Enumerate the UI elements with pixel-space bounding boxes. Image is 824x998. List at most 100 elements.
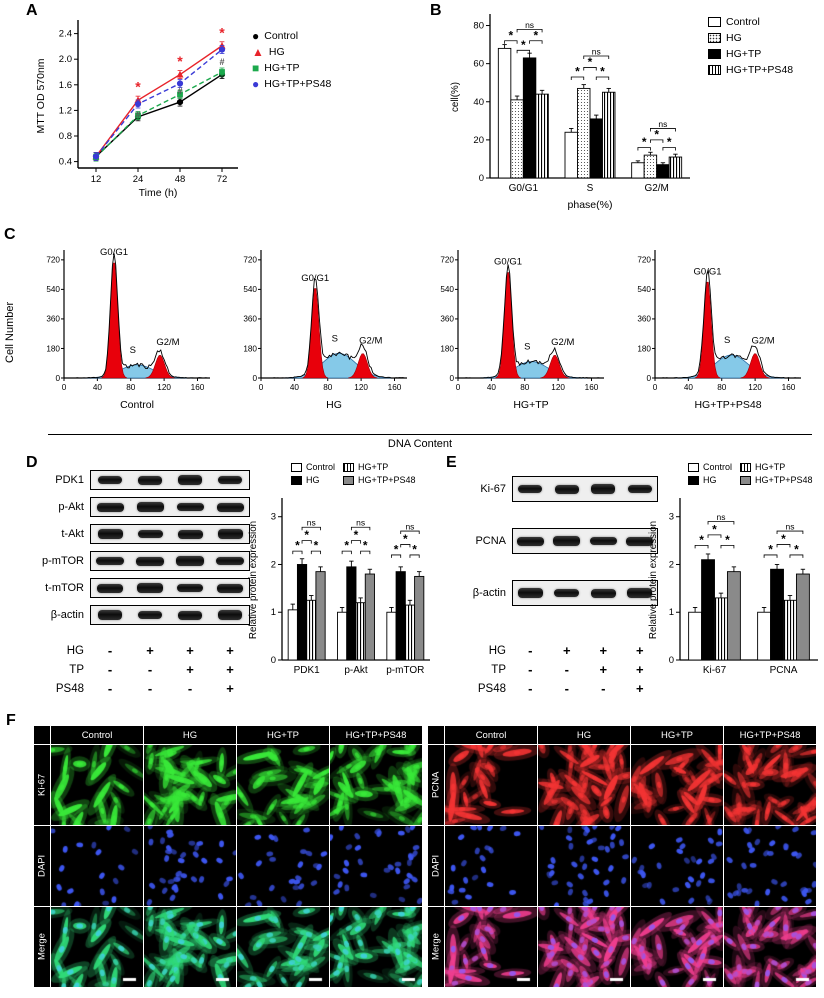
protein-legend-e: Control HG+TP HG HG+TP+PS48 xyxy=(688,462,813,485)
western-blot-e: Ki-67 PCNA β-actin xyxy=(456,476,658,632)
treatment-label: HG xyxy=(66,644,84,657)
treatment-mark: + xyxy=(226,662,234,677)
blot-protein-label: t-mTOR xyxy=(45,582,84,594)
svg-text:540: 540 xyxy=(440,285,454,294)
legend-swatch-white xyxy=(688,462,699,472)
micrograph-DAPI-Control xyxy=(51,826,143,906)
blot-row: PDK1 xyxy=(34,470,250,490)
row-label: Merge xyxy=(428,907,444,987)
blot-protein-label: PCNA xyxy=(475,535,506,547)
svg-text:3: 3 xyxy=(271,512,276,523)
svg-text:G2/M: G2/M xyxy=(359,335,382,346)
svg-text:*: * xyxy=(667,135,672,149)
svg-text:0: 0 xyxy=(259,383,264,392)
svg-text:Ki-67: Ki-67 xyxy=(703,665,727,676)
legend-swatch-black xyxy=(708,49,721,59)
micrograph-DAPI-HG+TP+PS48 xyxy=(724,826,816,906)
legend-swatch-white xyxy=(708,17,721,27)
micrograph-Merge-HG xyxy=(538,907,630,987)
svg-text:1.2: 1.2 xyxy=(59,105,72,116)
svg-text:120: 120 xyxy=(157,383,171,392)
treatment-marks: - + + + xyxy=(512,641,658,660)
legend-swatch-black xyxy=(291,475,302,485)
mtt-line-chart: 0.4 0.8 1.2 1.6 2.0 2.4 12 24 48 72 Time (h) MTT OD… xyxy=(35,20,238,199)
svg-text:*: * xyxy=(403,532,408,546)
blot-band xyxy=(138,475,162,485)
legend-label: Control xyxy=(264,30,299,42)
blot-band xyxy=(216,502,244,512)
svg-text:360: 360 xyxy=(637,315,651,324)
flow-histogram-HG+TP+PS48: 0 180 360 540 720 0 40 80 120 160 G0/G1 S G2/M HG+TP+… xyxy=(637,250,801,411)
svg-text:*: * xyxy=(219,25,225,41)
svg-text:360: 360 xyxy=(46,315,60,324)
blot-band xyxy=(176,556,204,566)
legend-item: HG+TP xyxy=(740,462,813,472)
svg-text:2: 2 xyxy=(271,559,276,570)
panel-f-label: F xyxy=(6,712,16,729)
svg-text:80: 80 xyxy=(520,383,530,392)
svg-text:180: 180 xyxy=(637,344,651,353)
blot-strip xyxy=(90,578,250,598)
blot-band xyxy=(218,476,242,484)
blot-row: PCNA xyxy=(456,528,658,554)
svg-text:*: * xyxy=(600,64,605,78)
svg-text:0: 0 xyxy=(252,374,257,383)
svg-text:G2/M: G2/M xyxy=(551,337,574,348)
blot-band xyxy=(96,502,124,512)
svg-text:S: S xyxy=(587,183,594,194)
svg-text:720: 720 xyxy=(243,256,257,265)
blot-band xyxy=(136,502,164,512)
svg-text:S: S xyxy=(332,333,338,344)
protein-expression-chart-d: 0 1 2 3 PDK1 p-Akt p-mTOR Relative protein expr… xyxy=(248,498,430,676)
treatment-marks: - - + + xyxy=(512,660,658,679)
svg-text:*: * xyxy=(394,542,399,556)
svg-text:S: S xyxy=(724,335,730,346)
treatment-mark: - xyxy=(564,662,569,677)
row-label: PCNA xyxy=(428,745,444,825)
svg-text:12: 12 xyxy=(91,174,102,185)
svg-text:0: 0 xyxy=(669,655,674,666)
legend-item: HG+TP xyxy=(343,462,416,472)
blot-protein-label: PDK1 xyxy=(55,474,84,486)
blot-strip xyxy=(512,476,658,502)
legend-item: HG+TP xyxy=(708,48,793,60)
flow-axis-line xyxy=(48,434,812,435)
svg-text:120: 120 xyxy=(551,383,565,392)
western-blot-d: PDK1 p-Akt t-Akt p-mTOR t-mTOR β-actin xyxy=(34,470,250,632)
blot-strip xyxy=(90,470,250,490)
legend-swatch-gray xyxy=(343,475,355,485)
micrograph-PCNA-HG+TP+PS48 xyxy=(724,745,816,825)
treatment-mark: - xyxy=(107,643,113,658)
micrograph-DAPI-HG+TP xyxy=(631,826,723,906)
blot-protein-label: t-Akt xyxy=(61,528,84,540)
legend-item: HG+TP+PS48 xyxy=(708,64,793,76)
svg-text:180: 180 xyxy=(243,344,257,353)
svg-text:G2/M: G2/M xyxy=(644,183,668,194)
blot-band xyxy=(138,611,162,619)
svg-text:0: 0 xyxy=(479,173,484,184)
square-marker-icon: ■ xyxy=(252,60,260,75)
svg-text:*: * xyxy=(363,539,368,553)
svg-text:2.4: 2.4 xyxy=(59,29,72,40)
panel-b-label: B xyxy=(430,2,442,19)
svg-text:p-mTOR: p-mTOR xyxy=(386,665,424,676)
svg-text:360: 360 xyxy=(243,315,257,324)
legend-item: HG xyxy=(291,475,335,485)
blot-row: Ki-67 xyxy=(456,476,658,502)
blot-band xyxy=(517,588,543,598)
treatment-mark: - xyxy=(187,681,193,696)
svg-text:160: 160 xyxy=(388,383,402,392)
blot-strip xyxy=(90,497,250,517)
svg-text:540: 540 xyxy=(46,285,60,294)
legend-item: HG+TP+PS48 xyxy=(343,475,416,485)
svg-text:*: * xyxy=(135,78,141,94)
svg-text:*: * xyxy=(314,539,319,553)
svg-text:Relative protein expression: Relative protein expression xyxy=(648,521,659,639)
micrograph-Merge-Control xyxy=(445,907,537,987)
svg-text:80: 80 xyxy=(473,21,484,32)
svg-text:#: # xyxy=(177,86,182,96)
blot-band xyxy=(96,557,124,565)
treatment-marks: - + + + xyxy=(90,641,250,660)
blot-protein-label: p-Akt xyxy=(58,501,84,513)
legend-item: Control xyxy=(291,462,335,472)
